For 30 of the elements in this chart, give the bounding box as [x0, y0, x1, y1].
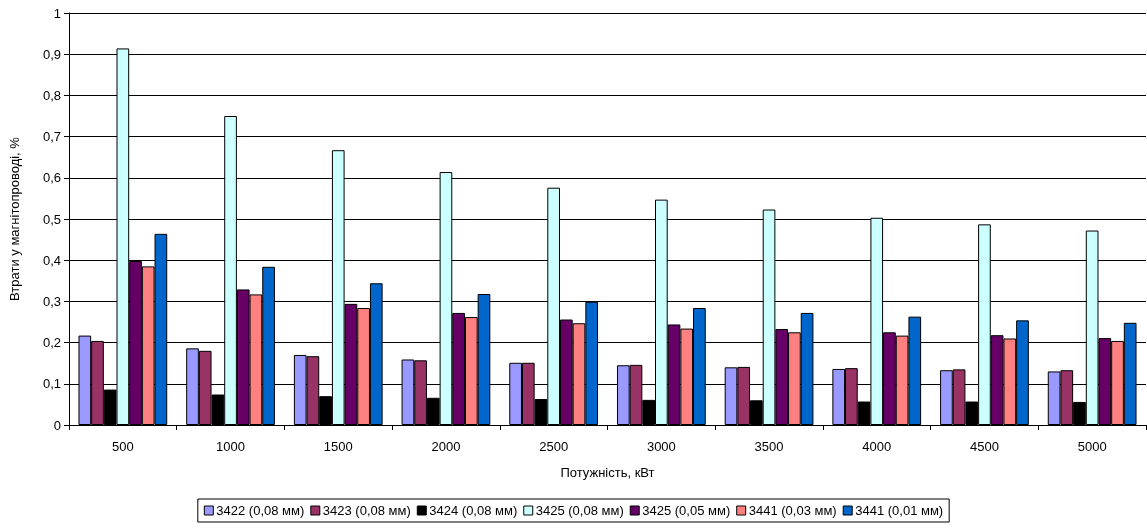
x-tick-label: 2000 — [431, 439, 461, 454]
y-tick-label: 0,4 — [42, 252, 61, 268]
x-tick-label: 500 — [112, 439, 134, 454]
x-tick-label: 5000 — [1077, 439, 1107, 454]
y-tick-label: 0,8 — [42, 87, 61, 103]
y-tick-label: 0,3 — [42, 293, 61, 309]
legend-label: 3441 (0,03 мм) — [748, 503, 837, 518]
y-tick-label: 0,1 — [42, 376, 61, 392]
x-tick-label: 3000 — [646, 439, 676, 454]
legend-label: 3423 (0,08 мм) — [322, 503, 411, 518]
legend-label: 3422 (0,08 мм) — [216, 503, 305, 518]
y-tick-label: 0,2 — [42, 335, 61, 351]
y-axis-title: Втрати у магнітопроводі, % — [7, 136, 22, 301]
legend-label: 3425 (0,08 мм) — [535, 503, 624, 518]
x-tick-label: 4000 — [862, 439, 892, 454]
y-tick-label: 0 — [53, 417, 61, 433]
y-tick-label: 0,7 — [42, 129, 61, 145]
legend-label: 3425 (0,05 мм) — [642, 503, 731, 518]
y-tick-label: 0,9 — [42, 46, 61, 62]
x-tick-label: 1500 — [323, 439, 353, 454]
x-axis-title: Потужність, кВт — [560, 465, 655, 480]
x-tick-label: 3500 — [754, 439, 784, 454]
y-tick-label: 0,5 — [42, 211, 61, 227]
x-tick-label: 2500 — [539, 439, 569, 454]
y-tick-label: 1 — [53, 5, 61, 21]
legend-label: 3441 (0,01 мм) — [855, 503, 944, 518]
x-tick-label: 1000 — [216, 439, 246, 454]
x-tick-label: 4500 — [969, 439, 999, 454]
y-tick-label: 0,6 — [42, 170, 61, 186]
legend-label: 3424 (0,08 мм) — [429, 503, 518, 518]
